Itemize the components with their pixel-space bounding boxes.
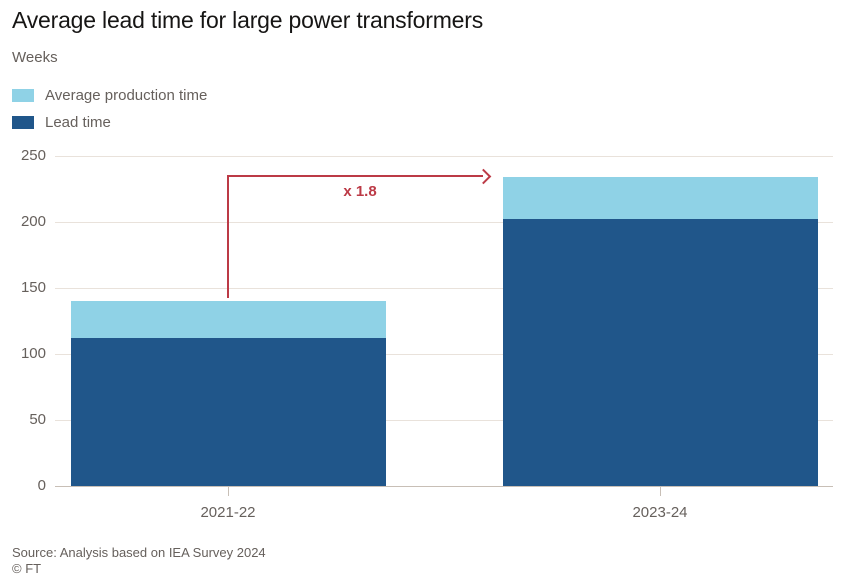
legend-label-production-time: Average production time — [45, 87, 208, 104]
gridline-200 — [55, 222, 833, 223]
y-tick-label-50: 50 — [29, 411, 46, 428]
source-note: Source: Analysis based on IEA Survey 202… — [12, 545, 266, 560]
legend: Average production time Lead time — [12, 87, 207, 131]
bar-segment-average-production-time-2023-24 — [502, 177, 818, 220]
x-axis-tick-2021-22 — [227, 487, 229, 496]
annotation-label: x 1.8 — [343, 182, 377, 200]
bar-segment-average-production-time-2021-22 — [70, 301, 386, 339]
y-tick-label-250: 250 — [20, 147, 46, 164]
annotation-arrow-horizontal-line — [227, 174, 483, 177]
y-tick-label-0: 0 — [37, 477, 46, 494]
gridline-100 — [55, 354, 833, 355]
unit-label: Weeks — [12, 49, 58, 66]
bar-segment-lead-time-2023-24 — [502, 219, 818, 486]
gridline-250 — [55, 156, 833, 157]
annotation-arrowhead-icon — [475, 168, 492, 185]
bar-segment-lead-time-2021-22 — [70, 338, 386, 486]
x-axis-label-2023-24: 2023-24 — [632, 504, 688, 521]
gridline-50 — [55, 420, 833, 421]
ft-copyright: © FT — [12, 561, 42, 576]
legend-swatch-production-time — [12, 89, 34, 102]
x-axis-line — [55, 486, 833, 487]
legend-label-lead-time: Lead time — [45, 114, 111, 131]
y-tick-label-150: 150 — [20, 279, 46, 296]
legend-item-lead-time: Lead time — [12, 114, 207, 131]
y-tick-label-200: 200 — [20, 213, 46, 230]
y-tick-label-100: 100 — [20, 345, 46, 362]
legend-swatch-lead-time — [12, 116, 34, 129]
legend-item-production-time: Average production time — [12, 87, 207, 104]
x-axis-label-2021-22: 2021-22 — [200, 504, 256, 521]
annotation-arrow-vertical-line — [227, 175, 229, 298]
page-title: Average lead time for large power transf… — [12, 7, 484, 33]
gridline-150 — [55, 288, 833, 289]
x-axis-tick-2023-24 — [659, 487, 661, 496]
